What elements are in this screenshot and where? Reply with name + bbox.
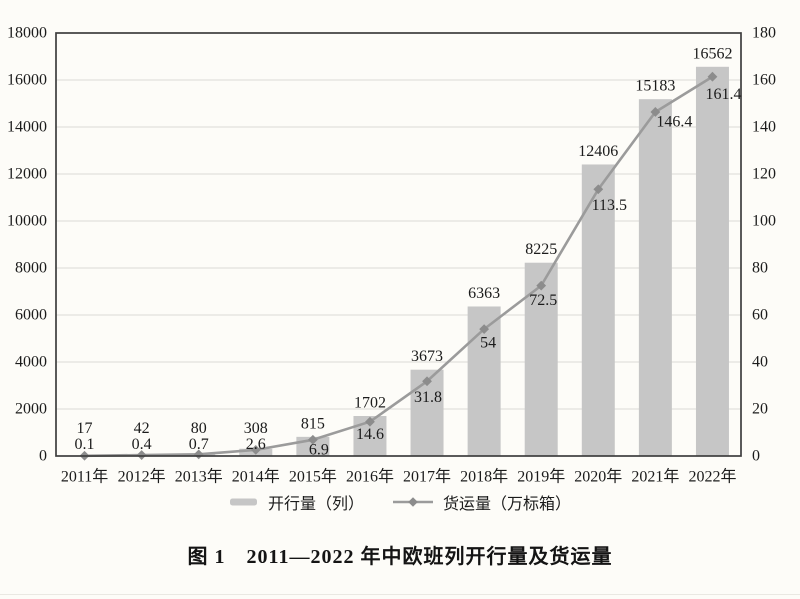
legend-item-trains: 开行量（列） xyxy=(229,490,364,514)
page-edge-divider xyxy=(0,594,800,595)
x-axis-label: 2015年 xyxy=(289,468,337,486)
left-axis-tick: 10000 xyxy=(7,213,47,230)
freight-volume-label: 113.5 xyxy=(592,197,627,214)
freight-volume-label: 14.6 xyxy=(356,426,384,443)
line-swatch-icon xyxy=(393,497,433,507)
chart-legend: 开行量（列） 货运量（万标箱） xyxy=(0,490,800,514)
freight-volume-label: 54 xyxy=(480,335,496,352)
freight-line xyxy=(84,75,714,458)
freight-volume-label: 0.7 xyxy=(189,436,209,453)
train-count-label: 80 xyxy=(191,420,207,437)
left-axis-tick: 12000 xyxy=(7,166,47,183)
line-marker-2015年 xyxy=(307,434,318,445)
combo-chart: 0 2000 4000 6000 8000 10000 12000 14000 16000 180… xyxy=(7,25,776,486)
right-axis-tick: 0 xyxy=(752,448,760,465)
bar-swatch-icon xyxy=(229,498,257,506)
left-axis-tick: 2000 xyxy=(15,401,47,418)
train-count-label: 17 xyxy=(77,420,93,437)
right-axis-tick: 120 xyxy=(752,166,776,183)
train-count-label: 15183 xyxy=(635,78,675,95)
freight-volume-label: 146.4 xyxy=(656,113,692,130)
train-count-label: 12406 xyxy=(578,143,618,160)
train-count-label: 42 xyxy=(134,420,150,437)
legend-item-freight: 货运量（万标箱） xyxy=(392,490,571,514)
freight-volume-label: 72.5 xyxy=(529,292,557,309)
plot-frame xyxy=(55,32,742,457)
left-axis-tick: 4000 xyxy=(15,354,47,371)
train-count-label: 308 xyxy=(244,420,268,437)
freight-volume-label: 6.9 xyxy=(309,441,329,458)
x-axis-label: 2011年 xyxy=(61,468,108,486)
line-marker-2017年 xyxy=(422,376,432,387)
freight-volume-label: 161.4 xyxy=(705,86,741,103)
figure-caption: 图 1 2011—2022 年中欧班列开行量及货运量 xyxy=(187,546,613,568)
right-axis-tick: 140 xyxy=(752,119,776,136)
right-axis-tick: 160 xyxy=(752,72,776,89)
x-axis-label: 2013年 xyxy=(175,468,223,486)
left-axis-tick: 0 xyxy=(39,448,47,465)
right-axis-tick: 40 xyxy=(752,354,768,371)
x-axis-label: 2012年 xyxy=(118,468,166,486)
line-marker-2016年 xyxy=(365,416,375,427)
train-count-label: 8225 xyxy=(525,241,557,258)
train-count-label: 6363 xyxy=(468,285,500,302)
x-axis-label: 2016年 xyxy=(346,468,394,486)
x-axis-label: 2018年 xyxy=(460,468,508,486)
left-axis-tick: 18000 xyxy=(7,25,47,42)
bar-2020年 xyxy=(581,164,615,457)
right-axis-tick: 180 xyxy=(752,25,776,42)
bar-2022年 xyxy=(695,66,729,456)
freight-volume-label: 0.1 xyxy=(75,436,95,453)
line-marker-2019年 xyxy=(536,280,547,291)
legend-label-trains: 开行量（列） xyxy=(267,496,364,513)
line-marker-2022年 xyxy=(707,71,718,82)
right-axis-tick: 60 xyxy=(752,307,768,324)
line-marker-2020年 xyxy=(593,184,604,195)
left-axis-tick: 8000 xyxy=(15,260,47,277)
line-marker-2018年 xyxy=(479,324,490,334)
right-axis-tick: 80 xyxy=(752,260,768,277)
train-count-label: 815 xyxy=(301,415,325,432)
freight-volume-label: 2.6 xyxy=(246,436,266,453)
line-marker-2012年 xyxy=(136,450,147,460)
left-axis-tick: 6000 xyxy=(15,307,47,324)
x-axis-label: 2022年 xyxy=(688,468,736,486)
line-marker-2014年 xyxy=(250,444,261,455)
line-marker-2021年 xyxy=(650,107,661,117)
train-count-label: 3673 xyxy=(411,348,443,365)
x-axis-label: 2017年 xyxy=(403,468,451,486)
x-axis-label: 2019年 xyxy=(517,468,565,486)
train-count-label: 16562 xyxy=(692,45,732,62)
bar-2021年 xyxy=(638,99,672,457)
freight-volume-label: 31.8 xyxy=(414,389,442,406)
legend-label-freight: 货运量（万标箱） xyxy=(443,496,572,513)
train-count-label: 1702 xyxy=(354,395,386,412)
x-axis-label: 2021年 xyxy=(631,468,679,486)
freight-volume-label: 0.4 xyxy=(132,436,152,453)
x-axis-label: 2014年 xyxy=(232,468,280,486)
right-axis-tick: 20 xyxy=(752,401,768,418)
left-axis-tick: 14000 xyxy=(7,119,47,136)
x-axis-label: 2020年 xyxy=(574,468,622,486)
right-axis-tick: 100 xyxy=(752,213,776,230)
left-axis-tick: 16000 xyxy=(7,72,47,89)
